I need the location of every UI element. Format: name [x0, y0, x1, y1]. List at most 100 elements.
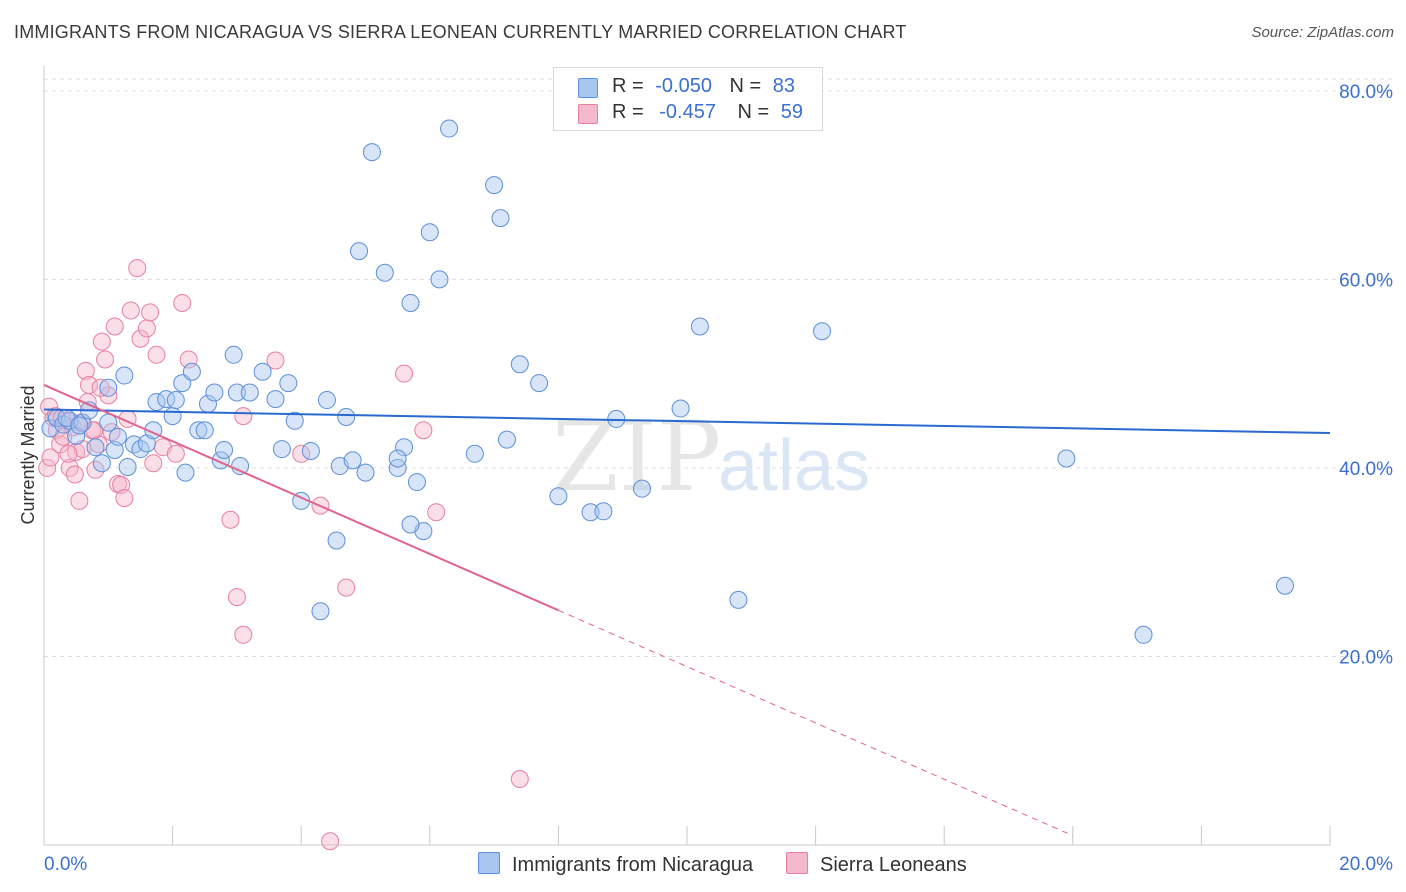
data-point: [272, 440, 291, 459]
data-point: [224, 345, 243, 364]
y-tick-label: 20.0%: [1339, 647, 1393, 668]
data-point: [163, 407, 182, 426]
data-point: [581, 503, 600, 522]
legend-r-value: -0.050: [655, 75, 712, 97]
data-point: [427, 503, 446, 522]
data-point: [729, 590, 748, 609]
data-point: [401, 293, 420, 312]
data-point: [234, 407, 253, 426]
data-point: [231, 457, 250, 476]
data-point: [118, 457, 137, 476]
data-point: [1275, 576, 1294, 595]
data-point: [465, 444, 484, 463]
data-point: [144, 454, 163, 473]
data-point: [253, 362, 272, 381]
data-point: [337, 578, 356, 597]
correlation-legend: R = -0.050 N = 83 R = -0.457 N = 59: [553, 67, 823, 131]
data-point: [99, 386, 118, 405]
data-point: [395, 364, 414, 383]
data-point: [414, 421, 433, 440]
trend-line-pink: [43, 384, 559, 612]
data-point: [485, 176, 504, 195]
bottom-legend-nicaragua: Immigrants from Nicaragua: [478, 852, 753, 878]
watermark-zip: ZIP: [552, 401, 721, 513]
data-point: [227, 588, 246, 607]
bottom-legend-label: Sierra Leoneans: [820, 854, 967, 876]
data-point: [395, 438, 414, 457]
bottom-legend-sierra: Sierra Leoneans: [786, 852, 967, 878]
legend-r-label: R =: [612, 101, 644, 123]
data-point: [205, 383, 224, 402]
data-point: [321, 832, 340, 851]
data-point: [549, 487, 568, 506]
data-point: [157, 390, 176, 409]
legend-r-label: R =: [612, 75, 644, 97]
legend-n-value: 59: [780, 101, 804, 123]
x-tick-label: 0.0%: [44, 854, 87, 875]
chart-title: IMMIGRANTS FROM NICARAGUA VS SIERRA LEON…: [14, 22, 907, 42]
data-point: [115, 366, 134, 385]
watermark-atlas: atlas: [718, 426, 870, 506]
data-point: [301, 441, 320, 460]
data-point: [234, 625, 253, 644]
legend-n-label: N =: [737, 101, 770, 123]
data-point: [137, 319, 156, 338]
data-point: [67, 426, 86, 445]
tick-labels: 20.0% 40.0% 60.0% 80.0% 0.0% 20.0%: [44, 82, 1393, 875]
data-point: [813, 322, 832, 341]
data-point: [1134, 625, 1153, 644]
data-point: [227, 383, 246, 402]
data-point: [176, 463, 195, 482]
data-point: [671, 399, 690, 418]
data-point: [173, 293, 192, 312]
data-point: [141, 303, 160, 322]
data-point: [59, 444, 78, 463]
data-point: [76, 361, 95, 380]
data-point: [147, 345, 166, 364]
data-point: [530, 374, 549, 393]
data-point: [125, 435, 144, 454]
source-label: Source: ZipAtlas.com: [1251, 24, 1394, 41]
data-point: [65, 465, 84, 484]
data-point: [115, 489, 134, 508]
data-point: [594, 502, 613, 521]
series-nicaragua: [41, 119, 1294, 644]
data-point: [105, 441, 124, 460]
trend-line-blue: [43, 408, 1331, 435]
trend-extension-pink: [558, 609, 1074, 837]
data-point: [86, 438, 105, 457]
data-point: [388, 458, 407, 477]
y-tick-label: 80.0%: [1339, 82, 1393, 103]
bottom-swatch-blue: [478, 852, 500, 874]
data-point: [221, 510, 240, 529]
data-point: [311, 602, 330, 621]
data-point: [690, 317, 709, 336]
legend-swatch-blue: [578, 78, 598, 98]
data-point: [350, 242, 369, 261]
x-tick-label: 20.0%: [1339, 854, 1393, 875]
data-point: [99, 378, 118, 397]
data-point: [420, 223, 439, 242]
data-point: [327, 531, 346, 550]
legend-swatch-pink: [578, 104, 598, 124]
axes: [43, 66, 1331, 846]
data-point: [401, 515, 420, 534]
data-point: [137, 434, 156, 453]
data-point: [440, 119, 459, 138]
data-point: [182, 362, 201, 381]
y-tick-label: 60.0%: [1339, 270, 1393, 291]
data-point: [510, 770, 529, 789]
data-point: [96, 350, 115, 369]
watermark: ZIP atlas: [552, 401, 870, 513]
data-point: [189, 421, 208, 440]
data-point: [102, 423, 121, 442]
data-point: [89, 435, 108, 454]
data-point: [105, 317, 124, 336]
data-point: [86, 460, 105, 479]
grid-lines: [44, 78, 1392, 657]
data-point: [195, 421, 214, 440]
bottom-swatch-pink: [786, 852, 808, 874]
series-sierra-leoneans: [38, 259, 529, 851]
data-point: [166, 391, 185, 410]
